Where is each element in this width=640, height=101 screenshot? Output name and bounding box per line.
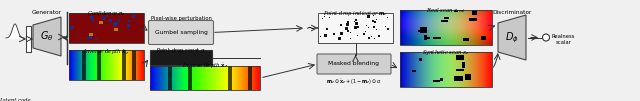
Text: Point-drop const $\alpha$: Point-drop const $\alpha$ — [156, 46, 206, 55]
Bar — [318, 13, 393, 43]
Text: Inverse depth $\tilde{\mathbf{x}}_z$: Inverse depth $\tilde{\mathbf{x}}_z$ — [182, 62, 228, 71]
Bar — [26, 26, 31, 52]
Circle shape — [543, 34, 550, 41]
Text: Point-drop indicator $\mathbf{m}_z$: Point-drop indicator $\mathbf{m}_z$ — [323, 9, 388, 18]
Text: $\mathbf{m}_z\odot\tilde{\mathbf{x}}_z + (1-\mathbf{m}_z)\odot\alpha$: $\mathbf{m}_z\odot\tilde{\mathbf{x}}_z +… — [326, 76, 381, 86]
Polygon shape — [498, 15, 526, 60]
Text: Masked blending: Masked blending — [328, 62, 380, 66]
FancyBboxPatch shape — [148, 21, 214, 45]
Bar — [400, 10, 492, 45]
Text: Realness
scalar: Realness scalar — [552, 35, 575, 45]
Text: Gumbel sampling: Gumbel sampling — [155, 30, 207, 35]
Text: Discriminator: Discriminator — [492, 10, 532, 15]
Bar — [69, 13, 144, 43]
Text: Synthetic scan $x_z$: Synthetic scan $x_z$ — [422, 48, 470, 57]
Text: $D_\phi$: $D_\phi$ — [505, 30, 519, 45]
Text: Inverse depth $\hat{\mathbf{x}}_z$: Inverse depth $\hat{\mathbf{x}}_z$ — [83, 47, 129, 57]
Text: $G_\theta$: $G_\theta$ — [40, 30, 53, 43]
Text: Generator: Generator — [31, 10, 61, 15]
FancyBboxPatch shape — [317, 54, 391, 74]
Polygon shape — [33, 17, 61, 56]
Text: Latent code
$\mathbf{z} \sim \mathcal{N}(0,I)$: Latent code $\mathbf{z} \sim \mathcal{N}… — [0, 98, 31, 101]
Text: ~: ~ — [306, 22, 316, 35]
Bar — [150, 66, 260, 90]
Bar — [400, 52, 492, 87]
Bar — [69, 50, 144, 80]
Text: Pixel-wise perturbation: Pixel-wise perturbation — [150, 16, 211, 21]
Text: Real scan $x_{real}$: Real scan $x_{real}$ — [426, 6, 466, 15]
Text: Confidence $\pi_z$: Confidence $\pi_z$ — [87, 9, 126, 18]
Bar — [150, 50, 212, 65]
